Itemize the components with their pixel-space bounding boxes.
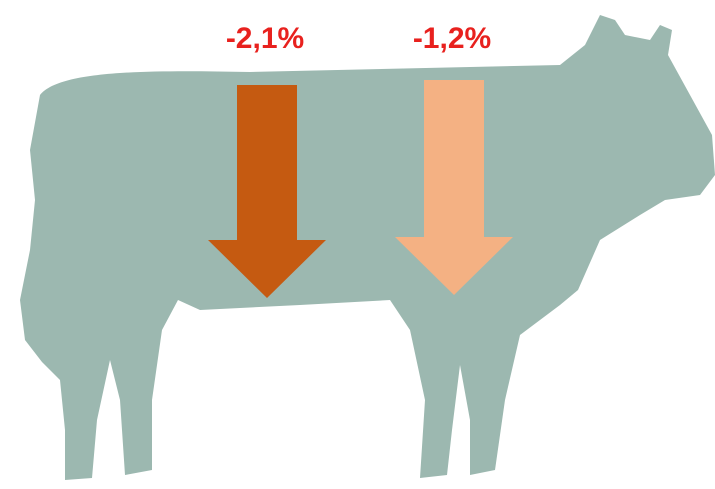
down-arrow xyxy=(395,80,513,295)
cow-silhouette xyxy=(20,15,715,480)
arrow-label: -2,1% xyxy=(226,22,304,55)
arrow-label: -1,2% xyxy=(413,22,491,55)
down-arrow xyxy=(208,85,326,298)
